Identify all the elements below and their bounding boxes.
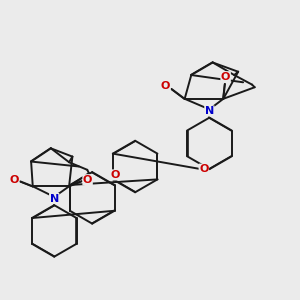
Text: N: N [205,106,214,116]
Text: O: O [161,81,170,91]
Text: O: O [221,72,230,82]
Text: O: O [10,175,19,185]
Text: O: O [111,170,120,180]
Text: N: N [50,194,59,203]
Text: O: O [83,175,92,185]
Text: O: O [199,164,208,174]
